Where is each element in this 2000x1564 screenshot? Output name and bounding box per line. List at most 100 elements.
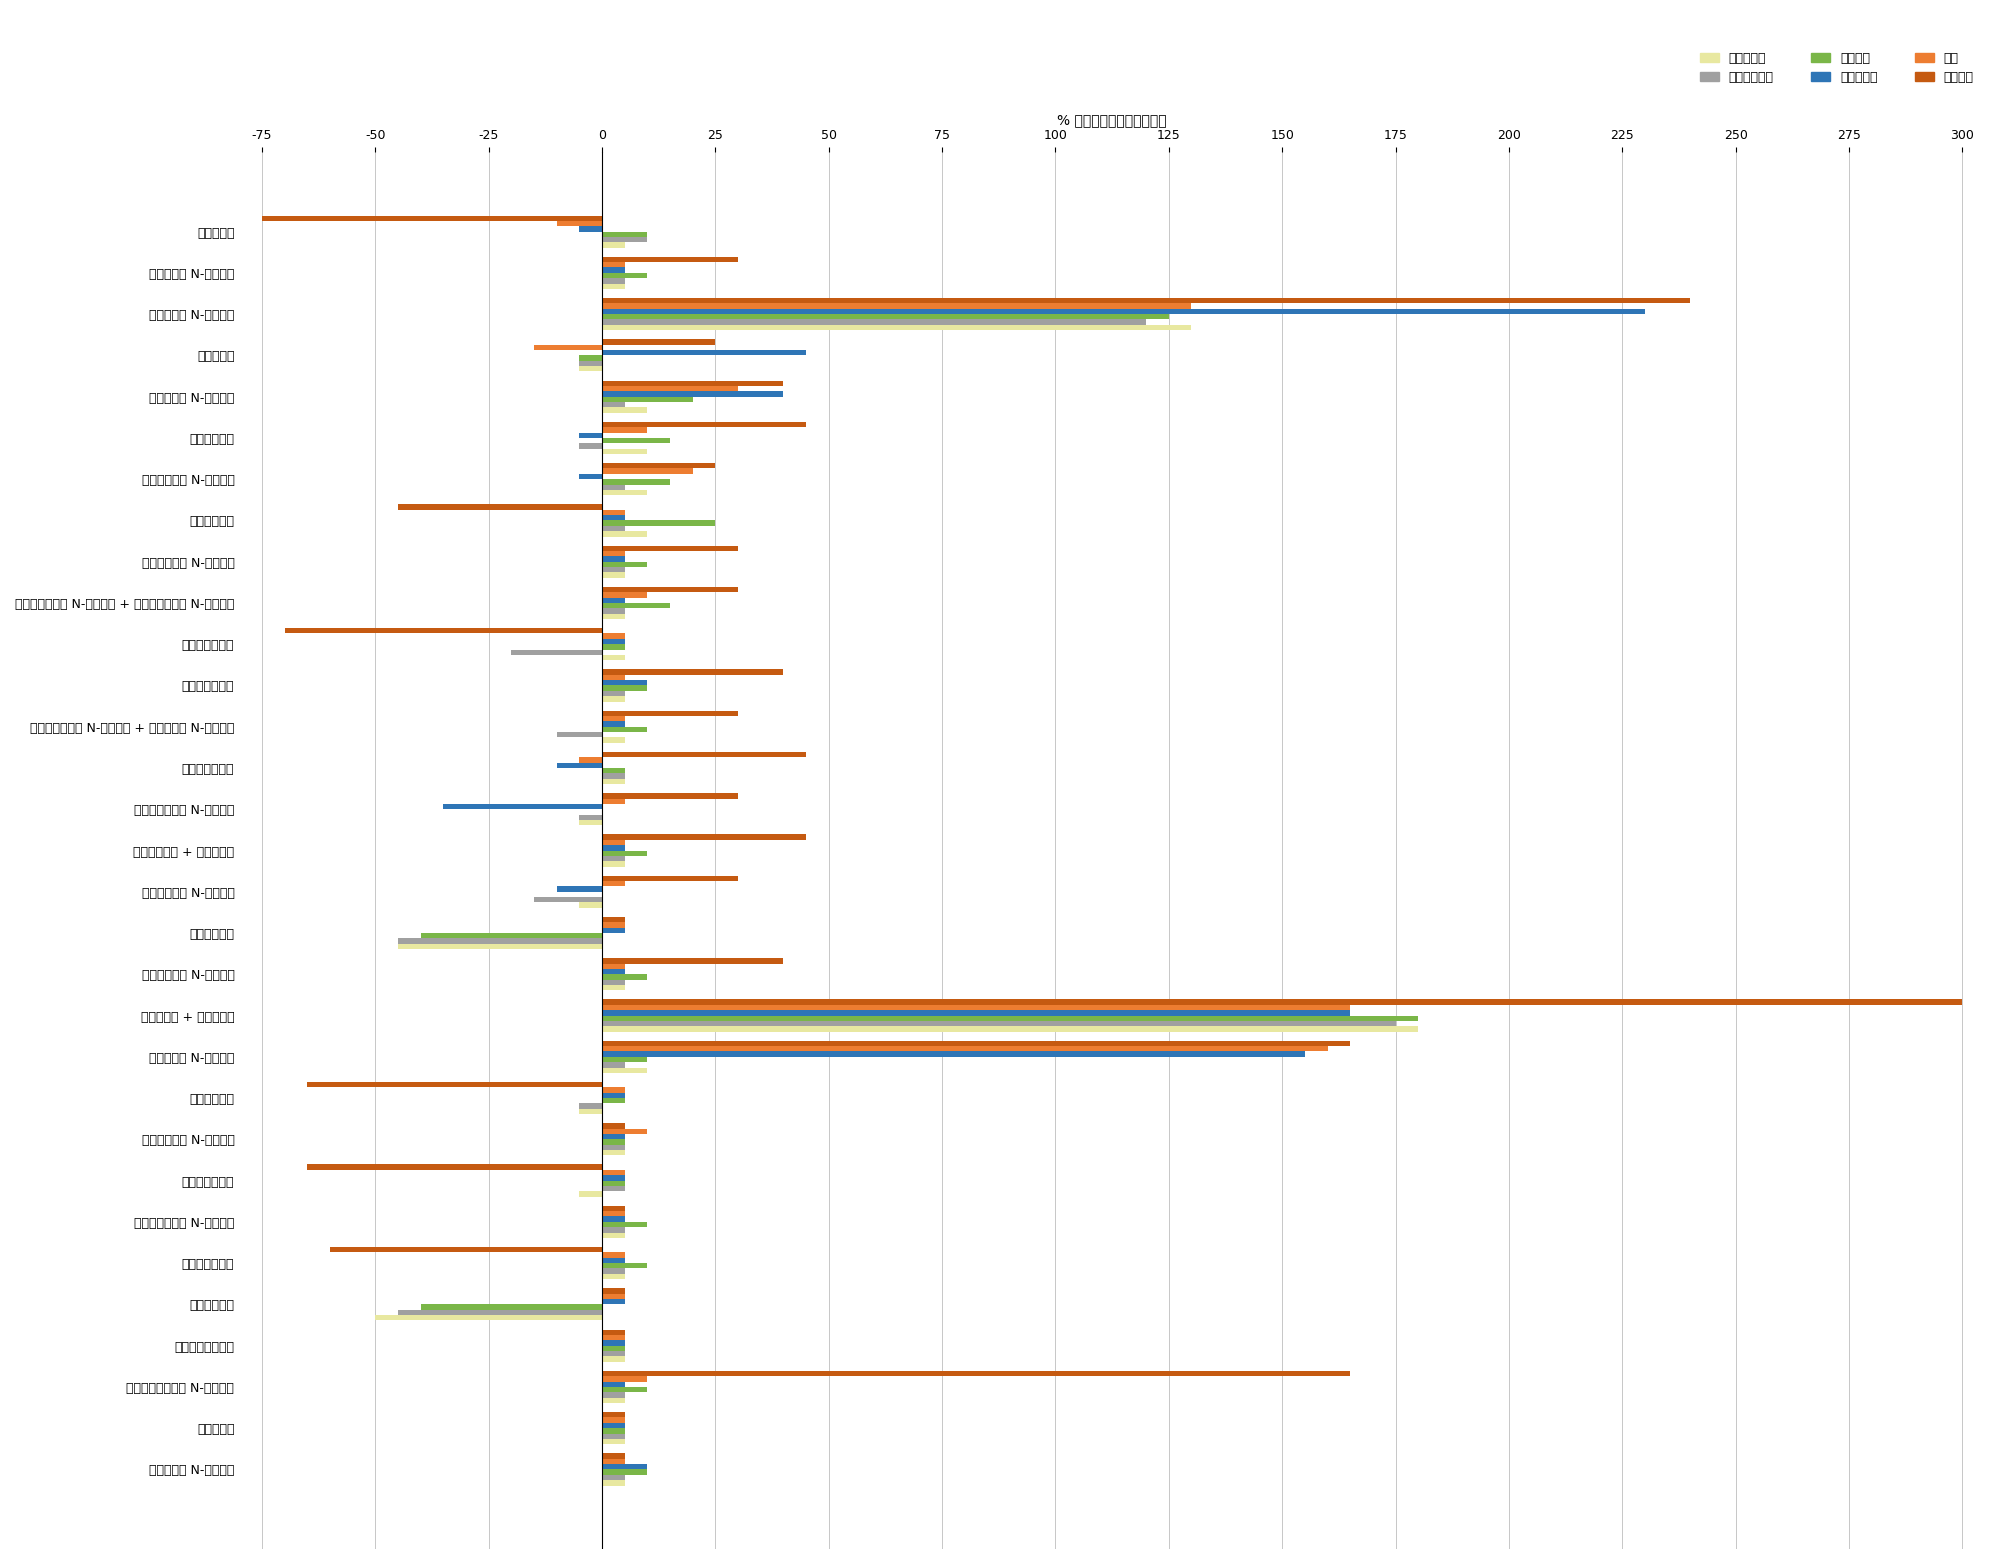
Bar: [602, 696, 624, 702]
Bar: [602, 856, 624, 862]
Bar: [602, 845, 624, 851]
Bar: [534, 344, 602, 350]
Bar: [602, 1062, 624, 1068]
Bar: [602, 479, 670, 485]
Bar: [602, 963, 624, 970]
Bar: [602, 1181, 624, 1186]
Bar: [602, 485, 624, 490]
Bar: [602, 655, 624, 660]
Bar: [602, 917, 624, 923]
Bar: [602, 613, 624, 619]
Bar: [602, 1004, 1350, 1010]
Bar: [602, 1257, 624, 1264]
Bar: [602, 927, 624, 934]
Bar: [602, 1434, 624, 1439]
Bar: [602, 1439, 624, 1444]
Bar: [602, 1329, 624, 1336]
X-axis label: % 正味のマトリックス効果: % 正味のマトリックス効果: [1058, 113, 1166, 127]
Bar: [602, 339, 716, 344]
Bar: [602, 970, 624, 974]
Bar: [284, 629, 602, 633]
Bar: [602, 283, 624, 289]
Bar: [602, 773, 624, 779]
Bar: [602, 490, 648, 496]
Bar: [602, 303, 1192, 308]
Bar: [602, 1428, 624, 1434]
Bar: [602, 1464, 648, 1470]
Bar: [602, 1123, 624, 1129]
Bar: [602, 1087, 624, 1093]
Bar: [602, 568, 624, 572]
Bar: [602, 1021, 1396, 1026]
Bar: [602, 633, 624, 638]
Bar: [602, 469, 692, 474]
Bar: [602, 308, 1644, 314]
Bar: [556, 763, 602, 768]
Bar: [444, 804, 602, 809]
Bar: [580, 820, 602, 826]
Bar: [602, 691, 624, 696]
Bar: [376, 1315, 602, 1320]
Bar: [602, 427, 648, 433]
Bar: [602, 1273, 624, 1279]
Bar: [602, 680, 648, 685]
Bar: [602, 1093, 624, 1098]
Bar: [308, 1165, 602, 1170]
Bar: [602, 386, 738, 391]
Bar: [602, 1010, 1350, 1015]
Bar: [602, 1475, 624, 1480]
Bar: [580, 902, 602, 907]
Bar: [580, 815, 602, 820]
Bar: [602, 380, 784, 386]
Bar: [556, 887, 602, 891]
Bar: [602, 638, 624, 644]
Bar: [602, 716, 624, 721]
Bar: [602, 272, 648, 278]
Bar: [602, 463, 716, 469]
Bar: [602, 1051, 1304, 1057]
Bar: [602, 1398, 624, 1403]
Bar: [580, 355, 602, 361]
Bar: [602, 325, 1192, 330]
Bar: [602, 267, 624, 272]
Bar: [602, 407, 648, 413]
Bar: [580, 361, 602, 366]
Bar: [602, 422, 806, 427]
Bar: [602, 1098, 624, 1104]
Bar: [602, 515, 624, 521]
Bar: [420, 934, 602, 938]
Bar: [602, 685, 648, 691]
Bar: [602, 721, 624, 727]
Bar: [602, 510, 624, 515]
Bar: [602, 242, 624, 247]
Bar: [602, 593, 648, 597]
Bar: [602, 1015, 1418, 1021]
Bar: [602, 1289, 624, 1293]
Bar: [602, 1129, 648, 1134]
Bar: [602, 1232, 624, 1239]
Bar: [602, 526, 624, 532]
Bar: [330, 1247, 602, 1253]
Bar: [602, 779, 624, 784]
Bar: [602, 1340, 624, 1345]
Bar: [602, 263, 624, 267]
Bar: [602, 1175, 624, 1181]
Bar: [602, 1253, 624, 1257]
Bar: [580, 757, 602, 763]
Bar: [602, 979, 624, 985]
Bar: [602, 1356, 624, 1362]
Bar: [602, 1480, 624, 1486]
Bar: [602, 604, 670, 608]
Bar: [602, 1392, 624, 1398]
Bar: [534, 898, 602, 902]
Bar: [602, 546, 738, 551]
Bar: [556, 221, 602, 227]
Bar: [602, 1170, 624, 1175]
Bar: [602, 1134, 624, 1139]
Bar: [602, 799, 624, 804]
Bar: [602, 1423, 624, 1428]
Bar: [602, 1057, 648, 1062]
Bar: [602, 1040, 1350, 1046]
Bar: [602, 314, 1168, 319]
Bar: [602, 974, 648, 979]
